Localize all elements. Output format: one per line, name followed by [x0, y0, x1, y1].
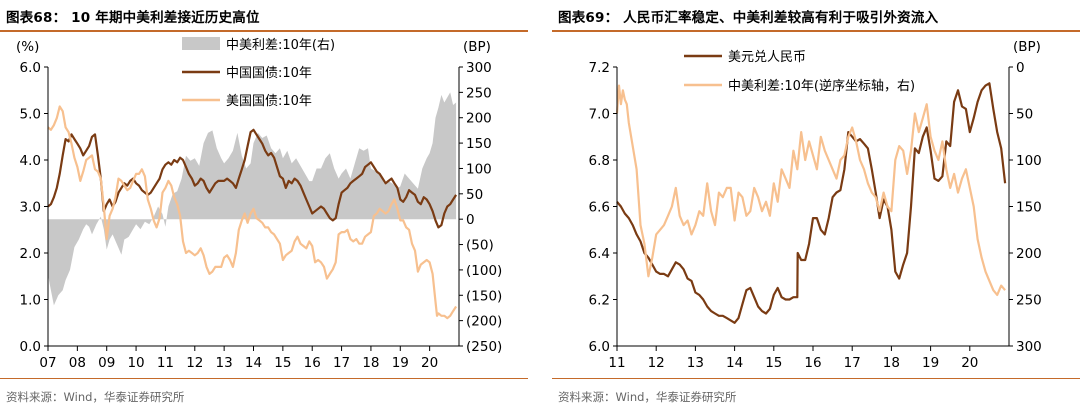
- left-tick-label: 5.0: [20, 107, 41, 123]
- left-tick-label: 3.0: [20, 200, 41, 216]
- x-tick-label: 17: [844, 355, 861, 371]
- chart-panel-68: 图表68： 10 年期中美利差接近历史高位 6.0 5.0 4.0 3.0 2.0 1.0…: [0, 0, 528, 413]
- series-line-0: [617, 83, 1005, 322]
- right-tick-label: 300: [466, 60, 492, 76]
- x-tick-label: 16: [304, 355, 321, 371]
- right-tick-label: 150: [466, 136, 492, 152]
- legend-swatch: [182, 37, 220, 50]
- right-tick-label: 200: [1016, 246, 1042, 262]
- x-tick-label: 15: [274, 355, 291, 371]
- left-tick-label: 6.0: [20, 60, 41, 76]
- x-tick-label: 12: [186, 355, 203, 371]
- x-tick-label: 15: [765, 355, 782, 371]
- left-tick-label: 6.8: [589, 153, 610, 169]
- source-note: 资料来源：Wind，华泰证券研究所: [6, 389, 184, 405]
- legend-label: 中美利差:10年(右): [226, 38, 335, 53]
- x-tick-label: 12: [648, 355, 665, 371]
- chart-68-svg: 6.0 5.0 4.0 3.0 2.0 1.0 0.0 300 250 200 150 100 50 0 (…: [0, 0, 528, 413]
- left-tick-label: 6.6: [589, 200, 610, 216]
- right-tick-label: 50: [1016, 107, 1033, 123]
- left-tick-label: 7.0: [589, 107, 610, 123]
- footer-divider: [552, 378, 1080, 379]
- x-tick-label: 16: [804, 355, 821, 371]
- left-tick-label: 6.4: [589, 246, 610, 262]
- x-tick-label: 07: [39, 355, 56, 371]
- x-tick-label: 20: [421, 355, 438, 371]
- right-axis-unit: (BP): [463, 39, 491, 55]
- footer-divider: [0, 378, 528, 379]
- left-axis-unit: (%): [16, 39, 39, 55]
- x-tick-label: 13: [216, 355, 233, 371]
- right-tick-label: (150): [466, 288, 502, 304]
- legend-label: 美国国债:10年: [226, 94, 312, 109]
- legend-label: 中美利差:10年(逆序坐标轴，右): [728, 78, 915, 94]
- x-tick-label: 14: [726, 355, 743, 371]
- legend-label: 美元兑人民币: [728, 50, 806, 65]
- x-tick-label: 18: [362, 355, 379, 371]
- right-tick-label: (200): [466, 314, 502, 330]
- right-axis-unit: (BP): [1013, 39, 1041, 55]
- left-tick-label: 6.2: [589, 293, 610, 309]
- right-tick-label: 250: [1016, 293, 1042, 309]
- x-tick-label: 19: [922, 355, 939, 371]
- right-tick-label: 200: [466, 111, 492, 127]
- x-tick-label: 13: [687, 355, 704, 371]
- x-tick-label: 18: [883, 355, 900, 371]
- left-tick-label: 6.0: [589, 339, 610, 355]
- source-note: 资料来源：Wind，华泰证券研究所: [558, 389, 736, 405]
- x-tick-label: 11: [608, 355, 625, 371]
- left-tick-label: 4.0: [20, 153, 41, 169]
- left-tick-label: 7.2: [589, 60, 610, 76]
- chart-panel-69: 图表69： 人民币汇率稳定、中美利差较高有利于吸引外资流入 7.2 7.0 6.8 6…: [552, 0, 1080, 413]
- x-tick-label: 11: [157, 355, 174, 371]
- legend-label: 中国国债:10年: [226, 66, 312, 81]
- right-tick-label: 300: [1016, 339, 1042, 355]
- right-tick-label: 50: [466, 187, 483, 203]
- x-tick-label: 09: [98, 355, 115, 371]
- chart-69-svg: 7.2 7.0 6.8 6.6 6.4 6.2 6.0 0 50 100 150 200 250 300 1…: [552, 0, 1080, 413]
- x-tick-label: 19: [392, 355, 409, 371]
- right-tick-label: 0: [466, 212, 475, 228]
- x-tick-label: 14: [245, 355, 262, 371]
- x-tick-label: 20: [961, 355, 978, 371]
- left-tick-label: 0.0: [20, 339, 41, 355]
- right-tick-label: 150: [1016, 200, 1042, 216]
- x-tick-label: 17: [333, 355, 350, 371]
- right-tick-label: 0: [1016, 60, 1025, 76]
- left-tick-label: 2.0: [20, 246, 41, 262]
- right-tick-label: 250: [466, 85, 492, 101]
- right-tick-label: (100): [466, 263, 502, 279]
- x-tick-label: 10: [127, 355, 144, 371]
- x-tick-label: 08: [69, 355, 86, 371]
- right-tick-label: (50): [466, 238, 494, 254]
- right-tick-label: (250): [466, 339, 502, 355]
- left-tick-label: 1.0: [20, 293, 41, 309]
- right-tick-label: 100: [466, 161, 492, 177]
- right-tick-label: 100: [1016, 153, 1042, 169]
